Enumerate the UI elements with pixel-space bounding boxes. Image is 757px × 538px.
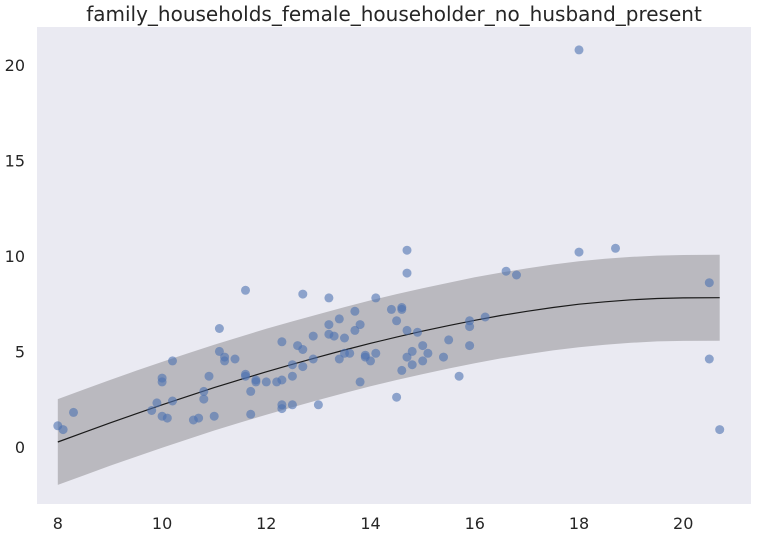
scatter-point xyxy=(168,356,177,366)
scatter-point xyxy=(313,400,323,410)
y-tick-label: 10 xyxy=(5,247,25,266)
scatter-point xyxy=(439,352,448,362)
y-tick-label: 15 xyxy=(5,152,25,171)
scatter-point xyxy=(324,320,334,330)
y-tick-label: 5 xyxy=(15,342,25,361)
scatter-point xyxy=(298,345,308,354)
scatter-point xyxy=(704,354,714,364)
scatter-point xyxy=(715,425,725,435)
y-tick-labels: 0 5 10 15 20 xyxy=(5,56,25,457)
x-tick-label: 16 xyxy=(465,514,485,533)
scatter-point xyxy=(277,337,287,347)
scatter-point xyxy=(220,356,230,366)
scatter-point xyxy=(241,285,250,295)
scatter-point xyxy=(287,371,297,381)
scatter-point xyxy=(152,398,162,408)
scatter-point xyxy=(397,304,407,314)
x-tick-label: 20 xyxy=(673,514,693,533)
scatter-point xyxy=(465,322,475,332)
scatter-point xyxy=(418,341,428,351)
scatter-point xyxy=(392,392,402,402)
scatter-point xyxy=(329,331,339,341)
scatter-point xyxy=(261,377,271,387)
scatter-point xyxy=(162,413,172,423)
scatter-point xyxy=(308,354,318,364)
scatter-point xyxy=(58,425,68,435)
scatter-point xyxy=(386,304,396,314)
scatter-point xyxy=(355,377,365,387)
x-tick-label: 18 xyxy=(569,514,589,533)
scatter-points-layer xyxy=(53,45,725,435)
scatter-point xyxy=(147,406,157,415)
scatter-point xyxy=(366,356,375,366)
scatter-point xyxy=(324,293,334,303)
scatter-point xyxy=(214,324,224,333)
scatter-point xyxy=(465,341,475,351)
scatter-point xyxy=(69,407,78,417)
scatter-point xyxy=(402,325,412,335)
scatter-point xyxy=(423,348,433,358)
scatter-point xyxy=(350,306,360,316)
scatter-point xyxy=(308,331,318,341)
scatter-point xyxy=(298,289,308,299)
y-tick-label: 20 xyxy=(5,56,25,75)
scatter-point xyxy=(407,346,417,356)
scatter-point xyxy=(199,386,209,396)
x-tick-label: 12 xyxy=(256,514,276,533)
scatter-point xyxy=(340,333,349,343)
scatter-point xyxy=(371,293,381,303)
scatter-point xyxy=(512,270,521,280)
x-tick-label: 10 xyxy=(152,514,172,533)
scatter-point xyxy=(209,411,219,421)
scatter-point xyxy=(402,268,412,278)
scatter-point xyxy=(454,371,464,381)
scatter-point xyxy=(241,371,250,381)
scatter-point xyxy=(157,377,167,387)
scatter-point xyxy=(444,335,454,345)
scatter-point xyxy=(371,348,381,358)
scatter-point xyxy=(407,360,417,370)
scatter-point xyxy=(230,354,240,364)
scatter-point xyxy=(334,354,344,364)
scatter-point xyxy=(574,247,584,257)
scatter-point xyxy=(287,360,297,370)
scatter-point xyxy=(251,377,261,387)
scatter-point xyxy=(168,396,177,406)
confidence-band-layer xyxy=(57,254,720,485)
scatter-point xyxy=(413,327,422,337)
scatter-point xyxy=(501,266,511,276)
scatter-point xyxy=(397,365,407,375)
scatter-point xyxy=(246,386,256,396)
chart-title: family_households_female_householder_no_… xyxy=(86,2,702,26)
scatter-point xyxy=(402,245,412,255)
y-tick-label: 0 xyxy=(15,438,25,457)
scatter-point xyxy=(350,325,360,335)
scatter-point xyxy=(611,243,620,253)
scatter-point xyxy=(355,320,365,330)
scatter-point xyxy=(392,316,402,326)
scatter-point xyxy=(574,45,584,55)
scatter-point xyxy=(287,400,297,410)
scatter-point xyxy=(277,404,287,414)
scatter-point xyxy=(704,278,714,288)
x-tick-label: 14 xyxy=(360,514,380,533)
x-tick-labels: 8 10 12 14 16 18 20 xyxy=(53,514,694,533)
scatter-point xyxy=(214,346,224,356)
scatter-point xyxy=(402,352,412,362)
scatter-point xyxy=(199,394,209,404)
fit-line-layer xyxy=(57,297,720,443)
x-tick-label: 8 xyxy=(53,514,63,533)
scatter-point xyxy=(204,371,214,381)
scatter-point xyxy=(246,409,256,419)
fit-line xyxy=(57,297,720,443)
scatter-point xyxy=(334,314,344,324)
scatter-point xyxy=(345,348,355,358)
scatter-point xyxy=(480,312,490,322)
scatter-point xyxy=(418,356,428,366)
confidence-band xyxy=(57,254,720,485)
scatter-point xyxy=(277,375,287,385)
scatter-point xyxy=(298,362,308,372)
scatter-point xyxy=(194,413,204,423)
